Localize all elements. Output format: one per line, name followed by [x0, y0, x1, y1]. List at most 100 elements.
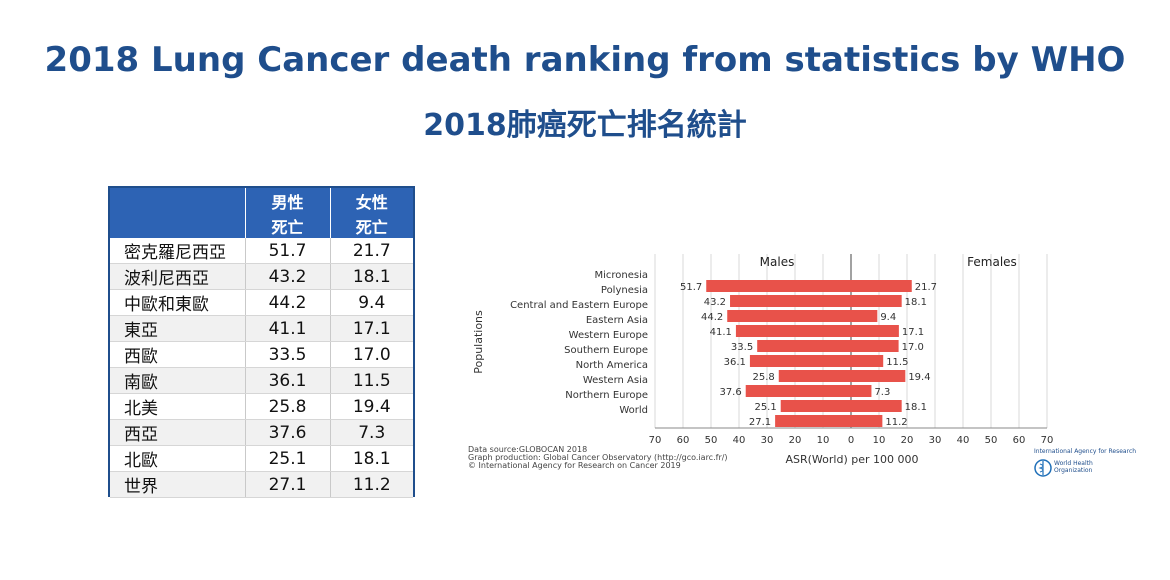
female-bar [851, 295, 902, 307]
table-header-empty [110, 188, 246, 213]
male-bar [775, 415, 851, 427]
female-value-label: 19.4 [908, 372, 930, 383]
male-value-label: 33.5 [731, 342, 753, 353]
female-value-label: 21.7 [915, 282, 937, 293]
male-bar [749, 355, 851, 367]
who-logo-text-1: World Health [1054, 460, 1093, 467]
category-label: Southern Europe [564, 345, 648, 356]
male-value-label: 27.1 [749, 417, 771, 428]
female-cell: 19.4 [330, 393, 413, 420]
source-note: Data source:GLOBOCAN 2018 [468, 445, 587, 454]
x-tick-label: 40 [733, 435, 746, 446]
x-tick-label: 10 [817, 435, 830, 446]
table-row: 密克羅尼西亞 51.7 21.7 [110, 238, 413, 264]
region-cell: 東亞 [110, 315, 246, 342]
female-cell: 21.7 [330, 238, 413, 264]
region-cell: 波利尼西亞 [110, 263, 246, 290]
male-bar [757, 340, 851, 352]
region-cell: 西亞 [110, 419, 246, 446]
female-bar [851, 325, 899, 337]
iarc-logo-text: International Agency for Research [1034, 448, 1137, 455]
x-tick-label: 70 [649, 435, 662, 446]
table-header-male-deaths: 死亡 [245, 213, 331, 238]
category-label: Western Europe [569, 330, 648, 341]
female-cell: 7.3 [330, 419, 413, 446]
female-bar [851, 370, 906, 382]
category-label: North America [576, 360, 648, 371]
y-axis-label: Populations [472, 310, 485, 374]
female-value-label: 18.1 [905, 402, 927, 413]
female-value-label: 11.2 [885, 417, 907, 428]
male-value-label: 41.1 [710, 327, 732, 338]
x-tick-label: 20 [901, 435, 914, 446]
female-cell: 17.1 [330, 315, 413, 342]
male-bar [730, 295, 851, 307]
female-bar [851, 415, 883, 427]
female-value-label: 9.4 [880, 312, 896, 323]
table-row: 西亞 37.6 7.3 [110, 419, 413, 446]
table-row: 波利尼西亞 43.2 18.1 [110, 263, 413, 290]
male-bar [727, 310, 851, 322]
female-bar [851, 355, 884, 367]
female-cell: 17.0 [330, 341, 413, 368]
male-value-label: 51.7 [680, 282, 702, 293]
x-tick-label: 50 [985, 435, 998, 446]
table-header-male: 男性 [245, 188, 331, 213]
table-header-row-1: 男性 女性 [110, 188, 413, 213]
males-header: Males [760, 255, 795, 269]
female-bar [851, 385, 872, 397]
female-cell: 9.4 [330, 289, 413, 316]
male-bar [780, 400, 851, 412]
x-tick-label: 50 [705, 435, 718, 446]
pyramid-bar-chart: 70 60 50 40 30 20 10 0 10 20 30 40 50 60 70 Males Female… [468, 254, 1053, 470]
category-label: Central and Eastern Europe [510, 300, 648, 311]
who-emblem-icon [1034, 459, 1052, 477]
male-cell: 43.2 [245, 263, 331, 290]
male-cell: 33.5 [245, 341, 331, 368]
male-value-label: 43.2 [704, 297, 726, 308]
table-row: 東亞 41.1 17.1 [110, 315, 413, 342]
table-row: 北歐 25.1 18.1 [110, 445, 413, 472]
male-cell: 27.1 [245, 471, 331, 498]
male-value-label: 37.6 [719, 387, 741, 398]
female-bar [851, 280, 912, 292]
region-cell: 北美 [110, 393, 246, 420]
region-cell: 南歐 [110, 367, 246, 394]
ranking-table: 男性 女性 死亡 死亡 密克羅尼西亞 51.7 21.7 波利尼西亞 43.2 … [108, 186, 415, 498]
x-axis-label: ASR(World) per 100 000 [785, 453, 918, 466]
x-tick-label: 10 [873, 435, 886, 446]
female-bar [851, 400, 902, 412]
female-bar [851, 340, 899, 352]
x-tick-label: 60 [1013, 435, 1026, 446]
who-logo-text-2: Organization [1054, 467, 1093, 474]
male-cell: 44.2 [245, 289, 331, 316]
region-cell: 密克羅尼西亞 [110, 238, 246, 264]
x-tick-label: 20 [789, 435, 802, 446]
female-cell: 11.2 [330, 471, 413, 498]
male-cell: 41.1 [245, 315, 331, 342]
x-tick-label: 30 [929, 435, 942, 446]
male-cell: 36.1 [245, 367, 331, 394]
female-cell: 11.5 [330, 367, 413, 394]
male-value-label: 25.1 [754, 402, 776, 413]
female-value-label: 11.5 [886, 357, 908, 368]
male-bar [745, 385, 851, 397]
male-value-label: 25.8 [752, 372, 774, 383]
category-label: Polynesia [601, 285, 648, 296]
table-row: 西歐 33.5 17.0 [110, 341, 413, 368]
female-value-label: 18.1 [905, 297, 927, 308]
male-value-label: 36.1 [724, 357, 746, 368]
x-tick-label: 30 [761, 435, 774, 446]
page-title-zh: 2018肺癌死亡排名統計 [423, 108, 747, 143]
male-cell: 25.1 [245, 445, 331, 472]
table-row: 北美 25.8 19.4 [110, 393, 413, 420]
region-cell: 世界 [110, 471, 246, 498]
category-label: Eastern Asia [586, 315, 648, 326]
table-row: 南歐 36.1 11.5 [110, 367, 413, 394]
x-tick-label: 60 [677, 435, 690, 446]
female-cell: 18.1 [330, 263, 413, 290]
table-row: 中歐和東歐 44.2 9.4 [110, 289, 413, 316]
table-header-empty-2 [110, 213, 246, 238]
female-bar [851, 310, 878, 322]
page-title-en: 2018 Lung Cancer death ranking from stat… [44, 40, 1126, 80]
